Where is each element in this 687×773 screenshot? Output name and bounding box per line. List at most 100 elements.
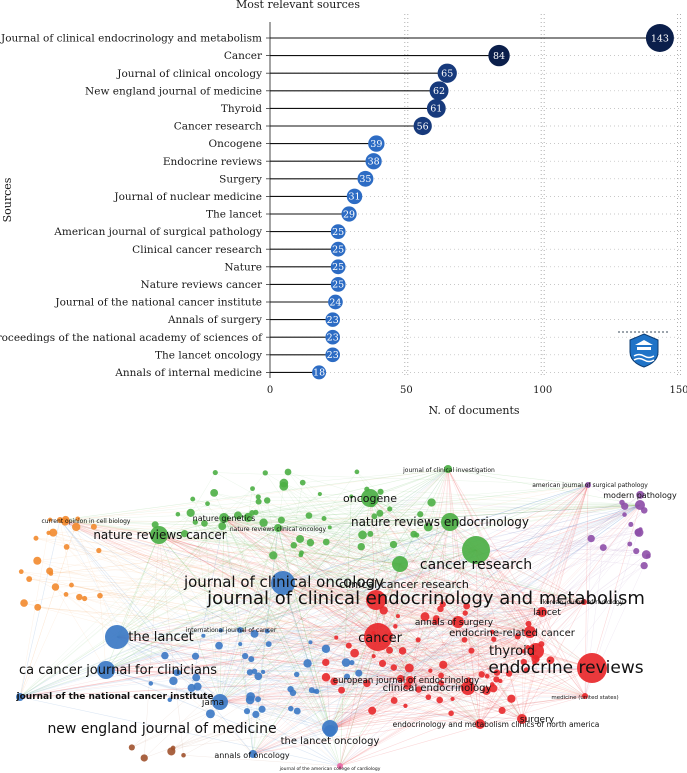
network-edge — [196, 504, 641, 678]
network-edge — [173, 599, 377, 682]
network-edge — [252, 695, 586, 755]
network-node — [293, 671, 300, 678]
network-edge — [116, 532, 639, 638]
network-label: endocrine reviews — [488, 658, 643, 678]
network-edge — [204, 523, 221, 703]
network-edge — [316, 650, 537, 692]
network-edge — [521, 658, 536, 720]
network-node — [161, 651, 169, 660]
network-edge — [59, 512, 253, 521]
network-edge — [19, 582, 284, 698]
network-edge — [447, 468, 537, 652]
network-edge — [116, 484, 589, 638]
network-edge — [222, 525, 531, 633]
network-edge — [59, 519, 391, 636]
network-hub-node — [249, 750, 257, 758]
network-edge — [59, 519, 204, 636]
network-node — [491, 636, 497, 642]
value-dot — [346, 188, 363, 205]
network-node — [357, 542, 366, 551]
network-edge — [329, 667, 593, 729]
network-edge — [223, 517, 254, 755]
network-edge — [361, 546, 531, 633]
network-edge — [399, 563, 523, 720]
network-node — [532, 660, 537, 666]
network-node — [393, 624, 398, 629]
network-edge — [93, 526, 593, 669]
network-edge — [399, 563, 469, 689]
network-edge — [442, 604, 531, 633]
network-edge — [329, 636, 379, 729]
network-label: annals of surgery — [415, 618, 494, 628]
network-node — [427, 498, 436, 507]
network-edge — [116, 542, 311, 638]
network-edge — [266, 500, 284, 584]
network-edge — [475, 549, 585, 603]
network-edge — [447, 468, 459, 623]
network-edge — [105, 563, 401, 671]
network-edge — [50, 504, 641, 574]
network-edge — [116, 636, 528, 648]
network-edge — [329, 494, 641, 732]
network-edge — [195, 655, 469, 689]
network-edge — [239, 629, 494, 689]
network-node — [493, 676, 500, 683]
network-edge — [223, 517, 379, 638]
network-edge — [219, 690, 487, 703]
network-edge — [379, 513, 543, 613]
network-edge — [105, 669, 341, 767]
network-label: the lancet — [128, 630, 194, 645]
network-edge — [240, 643, 331, 732]
network-edge — [329, 643, 542, 732]
network-edge — [325, 599, 377, 678]
network-edge — [116, 527, 279, 638]
network-edge — [492, 611, 543, 633]
network-hub-node — [274, 524, 282, 532]
network-edge — [105, 502, 623, 671]
network-edge — [310, 563, 401, 643]
network-edge — [500, 667, 593, 682]
network-edge — [105, 508, 390, 671]
network-edge — [447, 468, 589, 486]
value-dot — [325, 312, 340, 327]
network-label: endocrine-related cancer — [449, 628, 576, 639]
network-edge — [66, 546, 254, 755]
network-edge — [329, 650, 472, 729]
network-node — [81, 595, 88, 602]
network-node — [97, 592, 103, 599]
network-label: international journal of cancer — [186, 627, 277, 634]
network-edge — [447, 468, 586, 697]
network-edge — [339, 678, 401, 767]
network-edge — [329, 524, 632, 732]
network-edge — [377, 521, 451, 638]
network-node — [619, 499, 625, 506]
value-dot — [325, 347, 340, 363]
network-edge — [395, 626, 481, 725]
network-edge — [402, 468, 449, 651]
network-edge — [325, 611, 543, 663]
network-node — [242, 652, 249, 660]
network-edge — [399, 563, 543, 613]
network-node — [490, 629, 495, 635]
network-edge — [59, 519, 399, 617]
network-node — [438, 680, 445, 686]
network-node — [436, 696, 443, 704]
lollipop-chart: Most relevant sources 0 50 100 150 Journal … — [0, 0, 687, 417]
network-edge — [583, 565, 645, 603]
network-edge — [467, 543, 630, 689]
network-edge — [329, 698, 512, 729]
network-edge — [252, 650, 390, 755]
network-edge — [84, 598, 537, 652]
network-node — [640, 561, 648, 570]
network-edge — [59, 519, 585, 603]
source-label: Journal of clinical oncology — [116, 68, 262, 80]
network-edge — [369, 497, 625, 515]
network-edge — [329, 521, 451, 729]
network-edge — [468, 631, 531, 681]
network-edge — [223, 517, 377, 601]
network-edge — [65, 519, 586, 697]
network-edge — [258, 675, 481, 725]
network-edge — [116, 636, 255, 672]
network-edge — [369, 497, 379, 638]
network-node — [493, 669, 501, 676]
